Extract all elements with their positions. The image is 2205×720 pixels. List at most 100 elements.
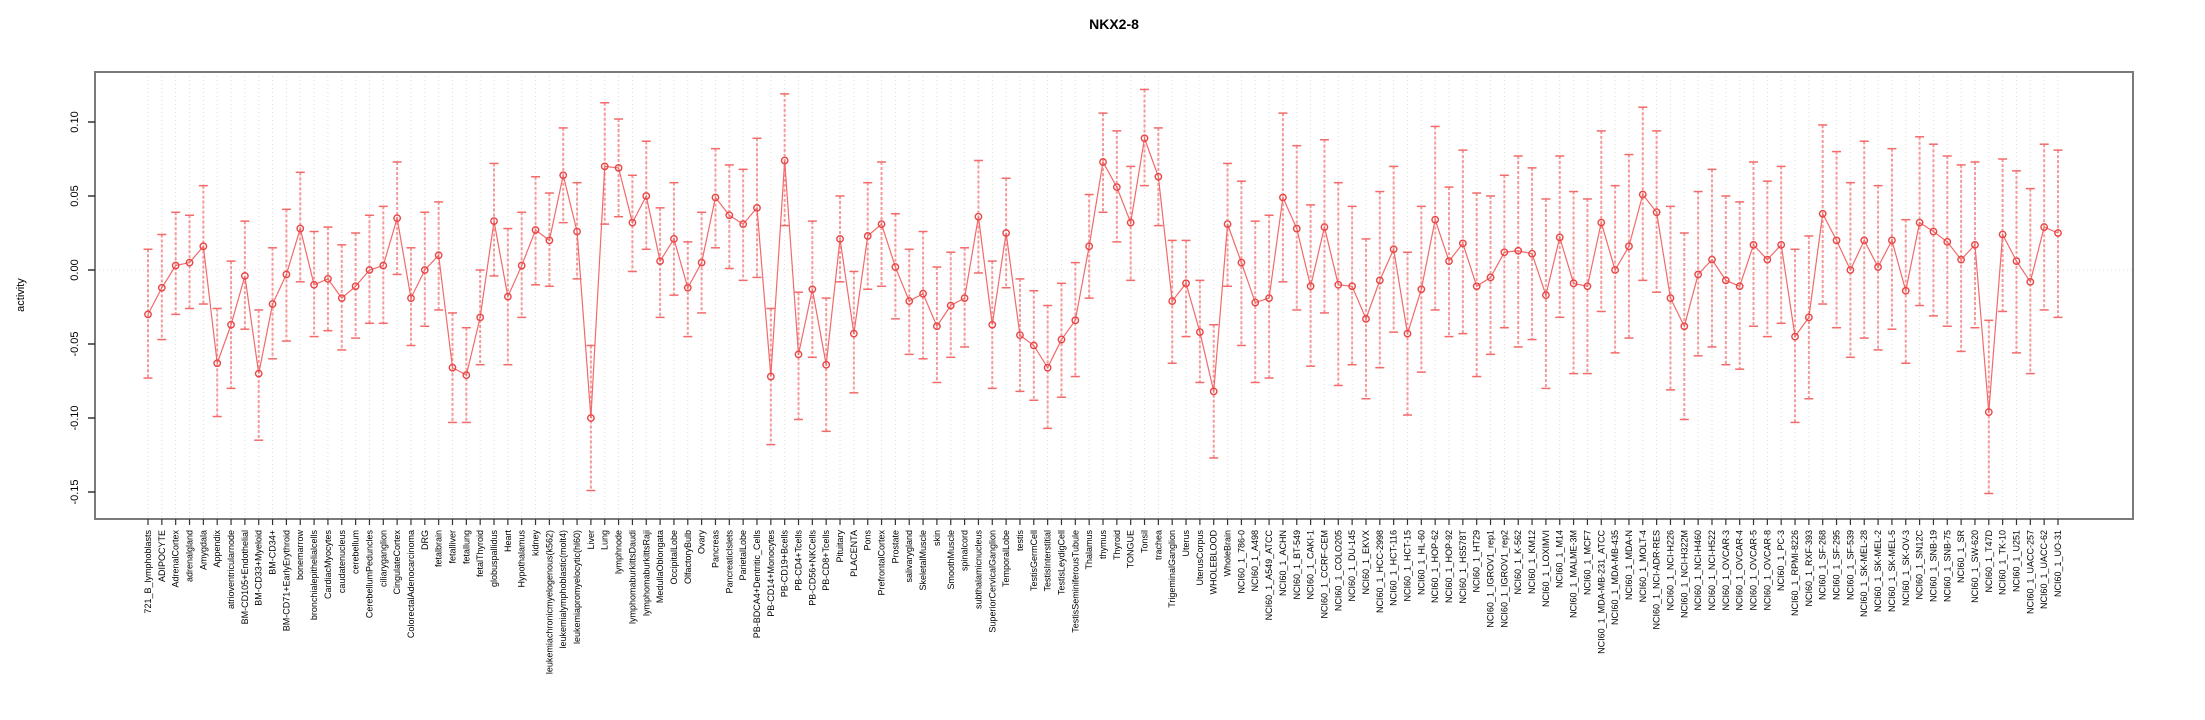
data-point — [559, 171, 568, 180]
x-tick-label: thymus — [1098, 530, 1108, 560]
x-tick-label: SkeletalMuscle — [918, 530, 928, 591]
data-point — [1140, 134, 1149, 143]
data-point — [462, 371, 471, 379]
x-tick-label: Tonsil — [1140, 530, 1150, 553]
x-tick-label: bonemarrow — [295, 530, 305, 581]
data-point — [310, 280, 318, 289]
data-point — [849, 329, 858, 338]
data-point — [2054, 229, 2062, 237]
x-tick-label: NCI60_1_MOLT-4 — [1638, 530, 1648, 602]
data-point — [1251, 298, 1260, 307]
x-tick-label: MedullaOblongata — [655, 530, 665, 603]
x-tick-label: Prostate — [890, 530, 900, 564]
x-tick-label: NCI60_1_UACC-257 — [2025, 530, 2035, 614]
data-point — [1237, 258, 1246, 267]
x-tick-label: leukemiapromyelocytic(hl60) — [572, 530, 582, 644]
x-tick-label: caudatenucleus — [337, 530, 347, 594]
x-tick-label: NCI60_1_IGROV1_rep1 — [1486, 530, 1496, 628]
data-point — [822, 360, 831, 369]
x-tick-label: PB-CD19+Bcells — [780, 530, 790, 598]
x-tick-label: testis — [1015, 530, 1025, 552]
data-point — [586, 414, 595, 422]
x-tick-label: NCI60_1_PC-3 — [1776, 530, 1786, 591]
data-point — [697, 258, 706, 267]
x-tick-label: fetalThyroid — [475, 530, 485, 577]
data-point — [171, 261, 180, 270]
data-point — [1334, 280, 1343, 289]
data-point — [1445, 257, 1453, 266]
data-point — [1500, 248, 1509, 257]
x-tick-label: Liver — [586, 530, 596, 550]
data-point — [1458, 239, 1467, 248]
data-point — [1071, 316, 1080, 325]
data-point — [1541, 291, 1550, 300]
data-point — [670, 235, 678, 243]
x-tick-label: NCI60_1_MDA-N — [1624, 530, 1634, 600]
plot-frame — [94, 71, 2134, 520]
data-point — [1085, 242, 1094, 251]
x-tick-label: fetallung — [461, 530, 471, 564]
data-point — [157, 283, 166, 292]
x-tick-label: NCI60_1_SW-620 — [1970, 530, 1980, 603]
x-tick-label: NCI60_1_M14 — [1555, 530, 1565, 588]
x-tick-label: lymphomaburkittsDaudi — [627, 530, 637, 624]
x-tick-label: NCI60_1_786-0 — [1236, 530, 1246, 594]
data-point — [185, 258, 194, 267]
x-tick-label: NCI60_1_SK-MEL-5 — [1887, 530, 1897, 612]
x-tick-label: UterusCorpus — [1195, 530, 1205, 586]
x-tick-label: TestisInterstitial — [1043, 530, 1053, 592]
data-point — [434, 251, 443, 260]
x-tick-label: salivarygland — [904, 530, 914, 583]
x-tick-label: ColorectalAdenocarcinoma — [406, 530, 416, 638]
x-tick-label: NCI60_1_MCF7 — [1582, 530, 1592, 595]
x-tick-label: TestisGermCell — [1029, 530, 1039, 591]
x-tick-label: CingulateCortex — [392, 530, 402, 595]
data-point — [282, 270, 291, 279]
x-tick-label: cerebellum — [351, 530, 361, 574]
data-point — [1957, 255, 1966, 264]
data-point — [2026, 277, 2035, 286]
data-point — [905, 297, 914, 305]
x-tick-label: NCI60_1_HCT-116 — [1389, 530, 1399, 606]
x-tick-label: NCI60_1_RPMI-8226 — [1790, 530, 1800, 616]
x-tick-label: PB-CD56+NKCells — [807, 530, 817, 606]
data-point — [490, 217, 498, 226]
data-point — [766, 372, 775, 381]
data-point — [863, 232, 872, 240]
x-tick-label: Pons — [863, 530, 873, 551]
x-tick-label: PB-CD4+Tcells — [794, 530, 804, 591]
x-tick-label: NCI60_1_MDA-MB-231_ATCC — [1596, 530, 1606, 654]
x-tick-label: Ovary — [697, 530, 707, 555]
data-point — [1029, 341, 1038, 350]
data-point — [2040, 223, 2049, 231]
x-tick-label: CerebellumPeduncles — [364, 530, 374, 619]
x-tick-label: NCI60_1_U251 — [2011, 530, 2021, 592]
data-point — [1874, 263, 1882, 271]
data-point — [1611, 266, 1620, 274]
data-point — [1320, 223, 1329, 231]
x-tick-label: NCI60_1_HCT-15 — [1402, 530, 1412, 602]
data-point — [1597, 218, 1606, 227]
x-tick-label: lymphomaburkittsRaji — [641, 530, 651, 616]
data-point — [1929, 227, 1938, 236]
x-tick-label: bronchialepithelialcells — [309, 530, 319, 621]
data-point — [794, 350, 803, 359]
x-tick-label: NCI60_1_NCI-H460 — [1693, 530, 1703, 611]
y-tick-label: -0.10 — [69, 405, 81, 430]
data-point — [351, 282, 360, 291]
data-point — [946, 301, 955, 310]
x-tick-label: NCI60_1_SK-OV-3 — [1901, 530, 1911, 606]
data-point — [573, 227, 581, 236]
data-point — [1666, 294, 1675, 303]
x-tick-label: PrefrontalCortex — [877, 530, 887, 596]
x-tick-label: ciliaryganglion — [378, 530, 388, 587]
x-tick-label: NCI60_1_SF-295 — [1832, 530, 1842, 600]
x-tick-label: fetalbrain — [434, 530, 444, 567]
x-tick-label: PB-CD8+Tcells — [821, 530, 831, 591]
data-point — [531, 226, 540, 234]
x-tick-label: PancreaticIslets — [724, 530, 734, 594]
x-tick-label: BM-CD105+Endothelial — [240, 530, 250, 624]
data-point — [1694, 270, 1703, 279]
data-point — [780, 156, 789, 165]
